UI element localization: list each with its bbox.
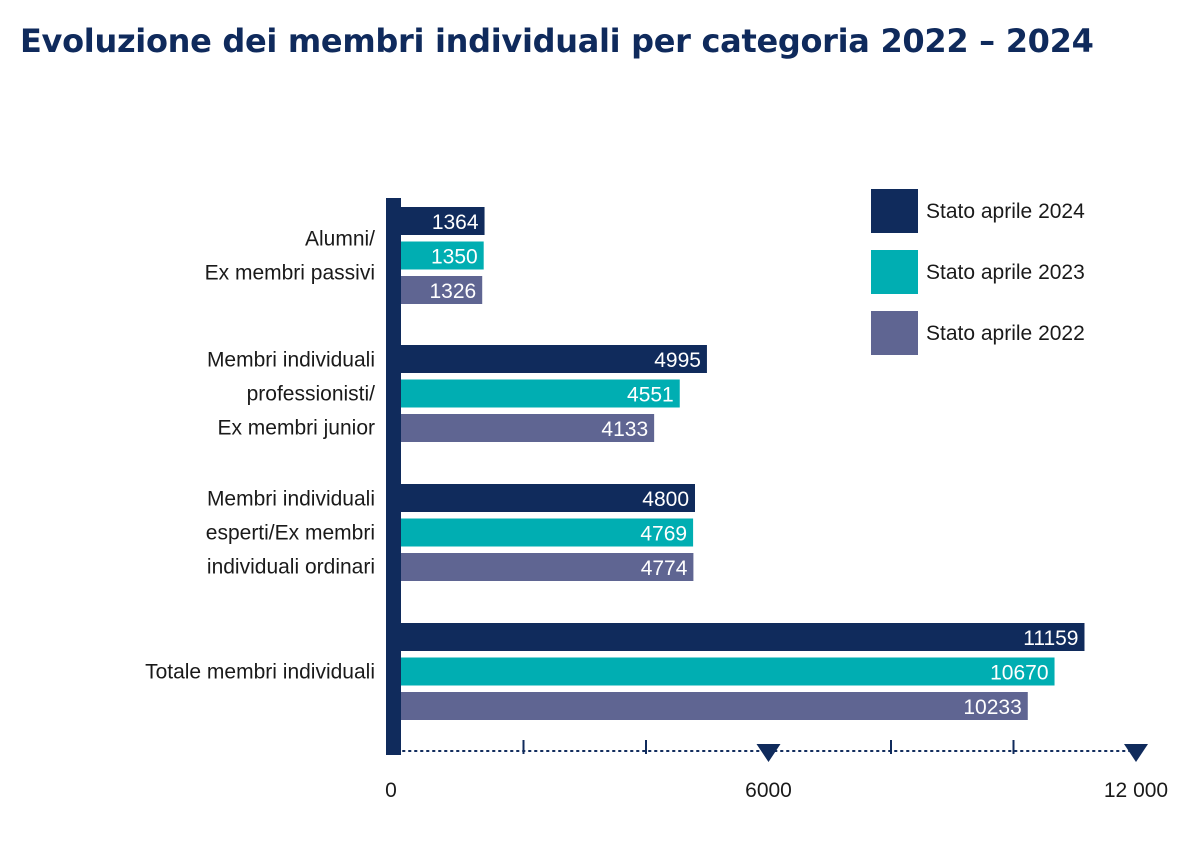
category-label: Ex membri junior bbox=[217, 417, 375, 440]
category-label: Alumni/ bbox=[305, 228, 375, 251]
bar bbox=[401, 379, 680, 408]
category-label: professionisti/ bbox=[247, 383, 376, 406]
x-axis: 0 6000 12 000 bbox=[385, 198, 1168, 802]
legend-label: Stato aprile 2022 bbox=[926, 322, 1085, 345]
x-tick-label: 12 000 bbox=[1104, 779, 1168, 802]
bar-value-label: 4995 bbox=[654, 349, 701, 372]
bar bbox=[401, 414, 655, 442]
bar-value-label: 11159 bbox=[1023, 627, 1078, 650]
category-labels: Alumni/Ex membri passivi Membri individua… bbox=[145, 228, 375, 684]
legend-label: Stato aprile 2024 bbox=[926, 200, 1085, 223]
y-axis-line bbox=[386, 198, 401, 755]
major-tick-marker bbox=[756, 744, 781, 762]
bar-value-label: 10233 bbox=[963, 696, 1021, 719]
bar-value-label: 4800 bbox=[642, 488, 689, 511]
category-label: esperti/Ex membri bbox=[206, 522, 375, 545]
bar-value-label: 1364 bbox=[432, 211, 479, 234]
minor-tick bbox=[522, 740, 525, 754]
bar bbox=[401, 241, 484, 270]
x-tick-label: 6000 bbox=[745, 779, 792, 802]
bar bbox=[401, 345, 707, 373]
category-label: Membri individuali bbox=[207, 488, 375, 511]
bar bbox=[401, 657, 1055, 686]
bar-value-label: 4769 bbox=[640, 523, 687, 546]
bar bbox=[401, 276, 483, 304]
bar-value-label: 4774 bbox=[641, 557, 688, 580]
bar-value-label: 10670 bbox=[990, 662, 1048, 685]
bars-layer: 1364 1350 1326 4995 4551 4133 4800 4769 4774 1115… bbox=[401, 207, 1085, 720]
category-label: Ex membri passivi bbox=[205, 262, 375, 285]
x-tick-label: 0 bbox=[385, 779, 397, 802]
bar bbox=[401, 484, 695, 512]
bar-value-label: 4551 bbox=[627, 384, 674, 407]
minor-tick bbox=[890, 740, 892, 754]
bar-value-label: 1326 bbox=[429, 280, 476, 303]
bar bbox=[401, 518, 694, 547]
bar-value-label: 1350 bbox=[431, 246, 478, 269]
chart-title: Evoluzione dei membri individuali per ca… bbox=[20, 22, 1094, 60]
minor-tick bbox=[645, 740, 647, 754]
bar bbox=[401, 692, 1028, 720]
category-label: Membri individuali bbox=[207, 349, 375, 372]
legend: Stato aprile 2024 Stato aprile 2023 Stato … bbox=[871, 189, 1085, 355]
category-label: individuali ordinari bbox=[207, 556, 375, 579]
bar bbox=[401, 553, 694, 581]
bar bbox=[401, 207, 485, 235]
bar bbox=[401, 623, 1085, 651]
category-label: Totale membri individuali bbox=[145, 661, 375, 684]
legend-label: Stato aprile 2023 bbox=[926, 261, 1085, 284]
minor-tick bbox=[1012, 740, 1015, 754]
major-tick-marker bbox=[1124, 744, 1148, 762]
legend-swatch bbox=[871, 250, 918, 294]
legend-swatch bbox=[871, 189, 918, 233]
bar-value-label: 4133 bbox=[601, 418, 648, 441]
legend-swatch bbox=[871, 311, 918, 355]
